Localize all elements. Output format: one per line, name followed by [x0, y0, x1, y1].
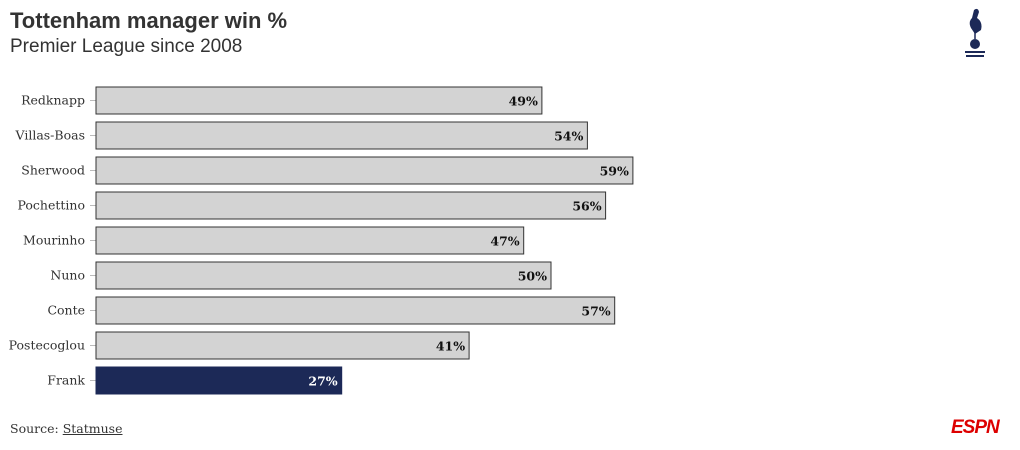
value-label: 49%	[509, 94, 538, 109]
bar-villas-boas	[95, 121, 588, 150]
bar-postecoglou	[95, 331, 470, 360]
category-label: Frank	[47, 373, 85, 388]
source-link[interactable]: Statmuse	[62, 421, 123, 436]
espn-logo: ESPN	[951, 417, 1000, 438]
category-label: Sherwood	[21, 163, 85, 178]
bar-pochettino	[95, 191, 607, 220]
category-label: Nuno	[50, 268, 85, 283]
source-label: Source:	[10, 421, 59, 436]
value-label: 47%	[490, 234, 519, 249]
category-label: Conte	[47, 303, 85, 318]
value-label: 57%	[581, 304, 610, 319]
value-label: 50%	[518, 269, 547, 284]
bar-sherwood	[95, 156, 634, 185]
source-note: Source: Statmuse	[10, 421, 123, 436]
bar-redknapp	[95, 86, 543, 115]
value-label: 54%	[554, 129, 583, 144]
chart-title: Tottenham manager win %	[10, 8, 288, 33]
chart-subtitle: Premier League since 2008	[10, 36, 243, 57]
value-label: 56%	[572, 199, 601, 214]
category-label: Mourinho	[23, 233, 85, 248]
category-label: Redknapp	[21, 93, 85, 108]
bar-chart: Redknapp 49% Villas-Boas 54% Sherwood 59% Poch…	[9, 86, 634, 395]
category-label: Pochettino	[18, 198, 86, 213]
bar-mourinho	[95, 226, 525, 255]
bar-frank	[95, 366, 343, 395]
value-label: 41%	[436, 339, 465, 354]
value-label: 27%	[308, 374, 337, 389]
category-label: Postecoglou	[9, 338, 85, 353]
value-label: 59%	[600, 164, 629, 179]
bar-conte	[95, 296, 616, 325]
category-label: Villas-Boas	[15, 128, 85, 143]
tottenham-logo	[965, 8, 985, 57]
bar-nuno	[95, 261, 552, 290]
